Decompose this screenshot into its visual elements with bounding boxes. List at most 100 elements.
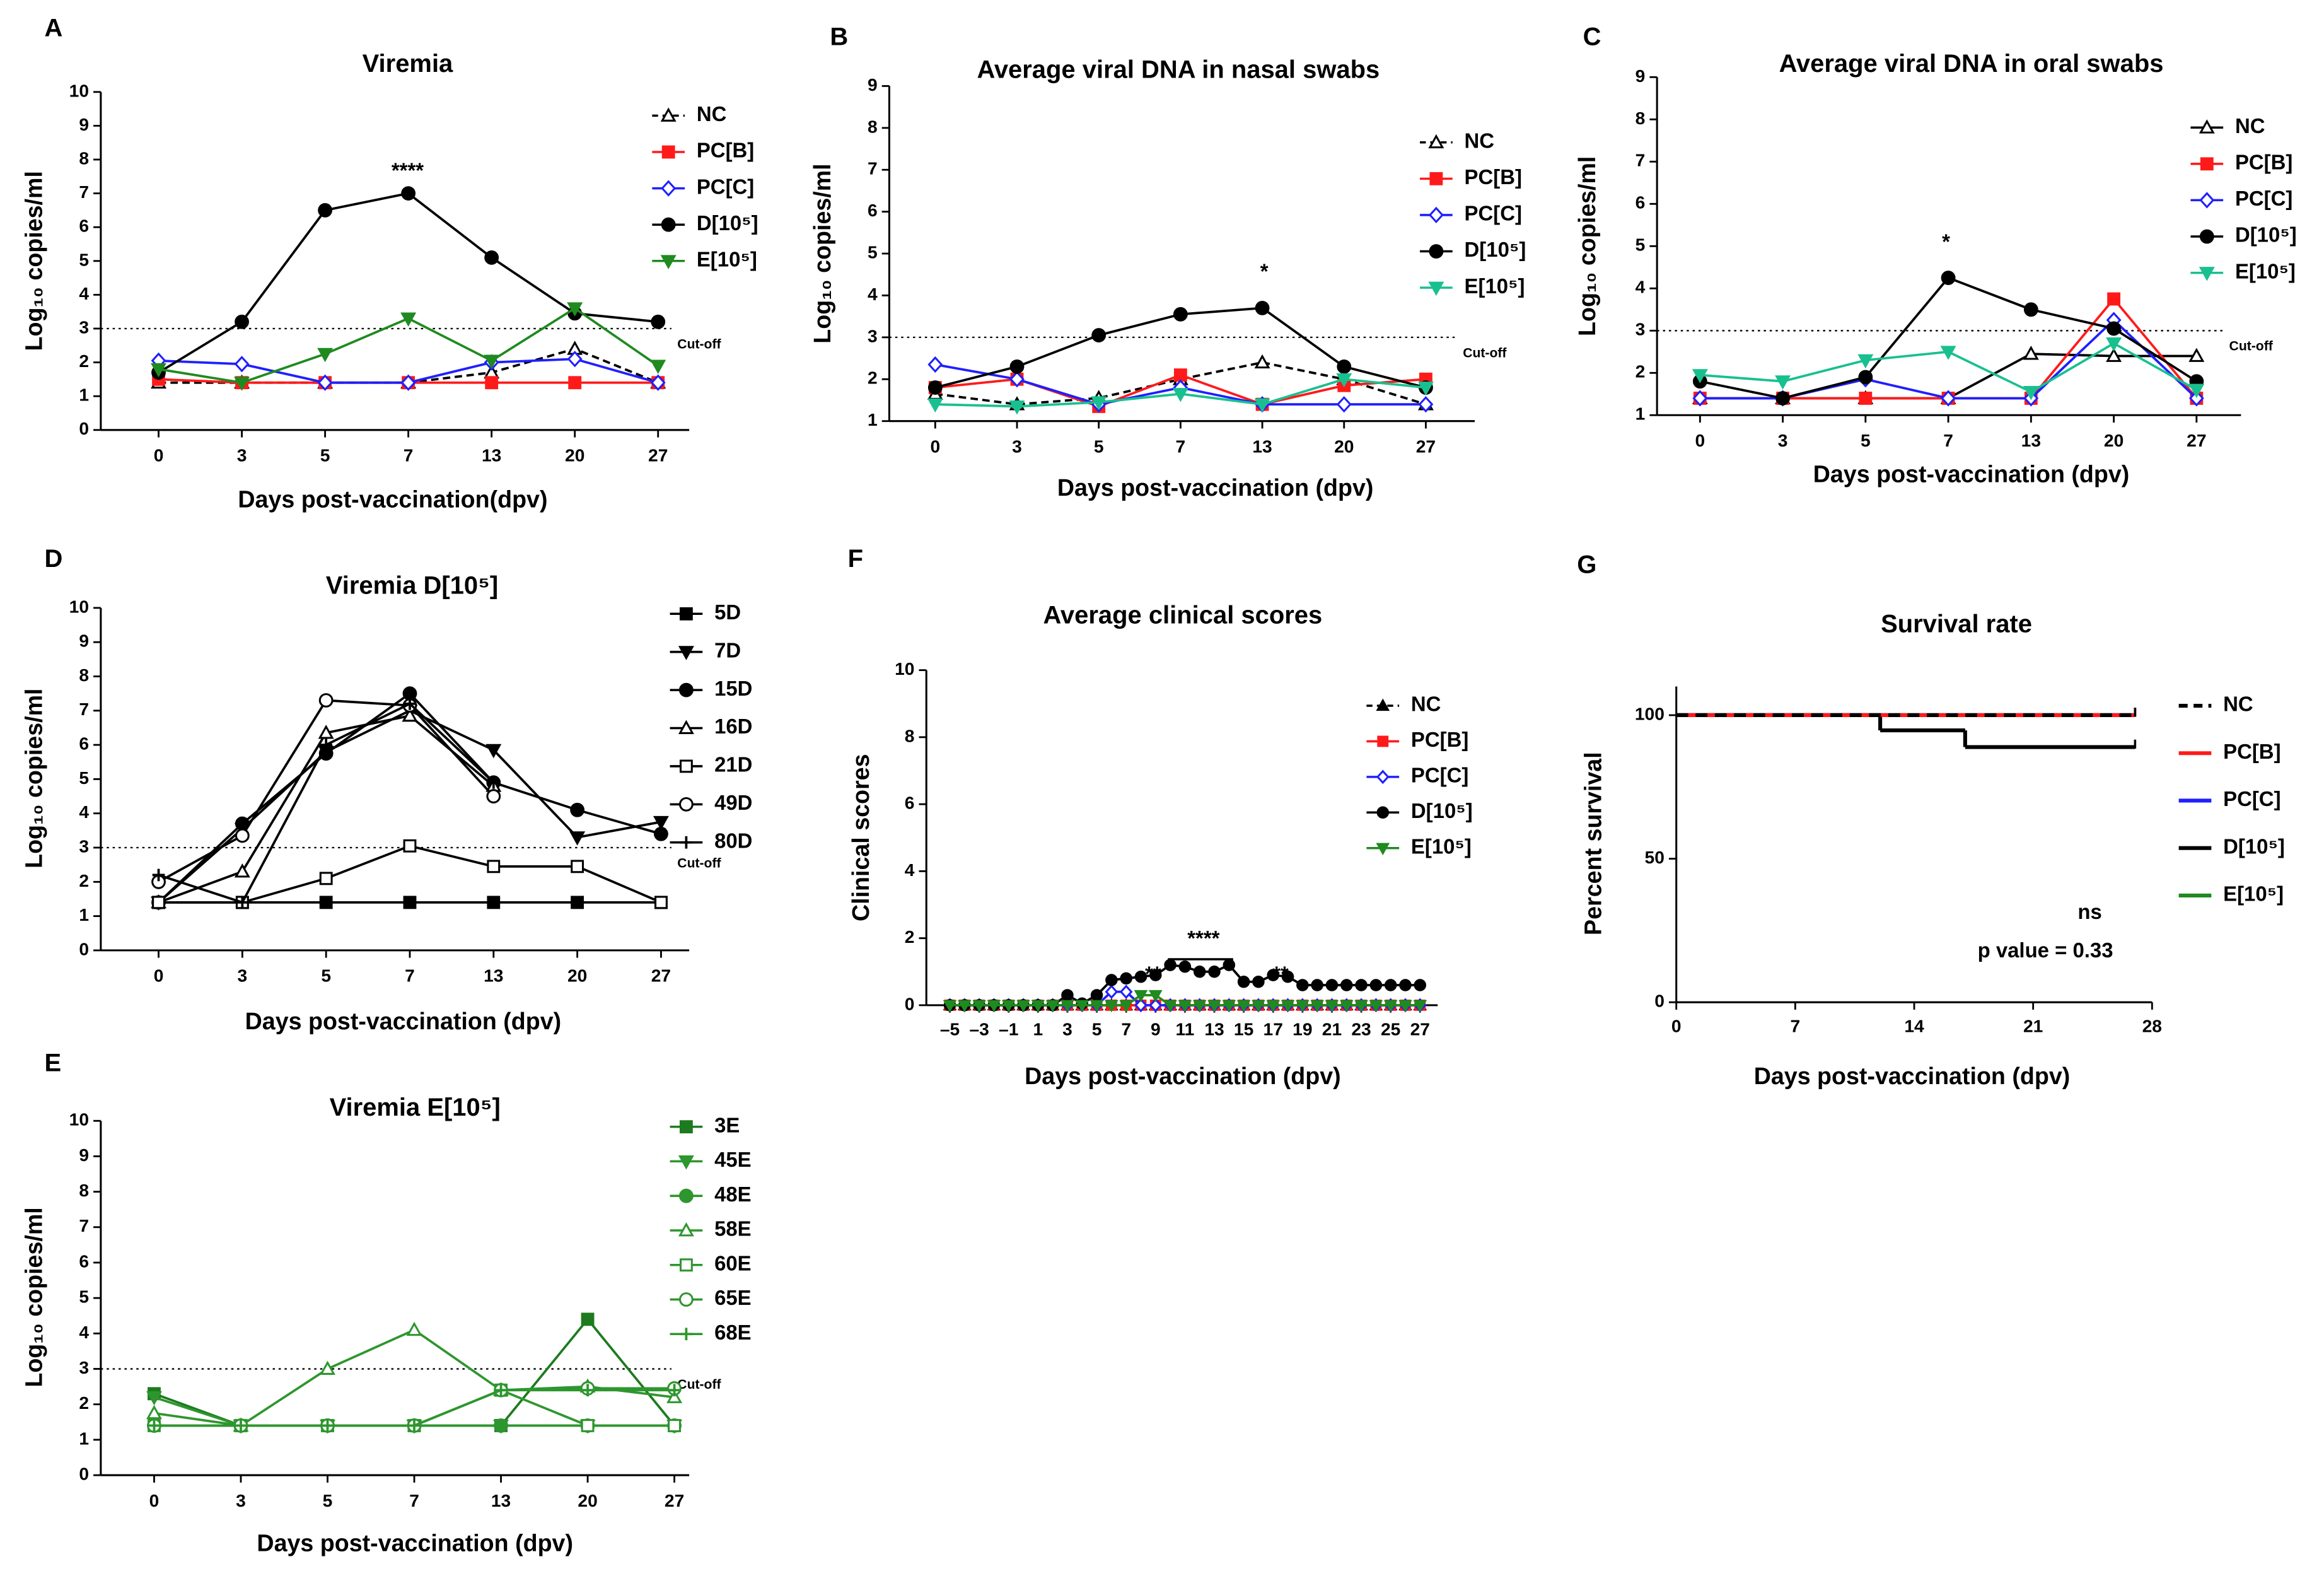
- chart-title: Viremia E[10⁵]: [330, 1094, 501, 1121]
- y-tick-label: 7: [1636, 150, 1646, 170]
- y-tick-label: 6: [79, 733, 89, 754]
- x-tick-label: 3: [1012, 436, 1022, 456]
- x-tick-label: 5: [323, 1490, 333, 1510]
- marker: [1418, 395, 1434, 413]
- legend-label: PC[C]: [1411, 764, 1468, 787]
- marker: [1134, 998, 1147, 1013]
- marker: [661, 180, 677, 197]
- marker: [1178, 1000, 1192, 1013]
- y-tick-label: 50: [1645, 847, 1665, 867]
- marker: [234, 377, 250, 391]
- x-tick-label: 19: [1293, 1019, 1312, 1039]
- chart-title: Viremia: [363, 50, 453, 78]
- x-tick-label: 0: [154, 445, 164, 465]
- panel-letter: G: [1577, 551, 1596, 579]
- x-tick-label: 0: [1671, 1016, 1682, 1036]
- marker: [1061, 989, 1074, 1002]
- y-tick-label: 1: [79, 904, 89, 925]
- y-tick-label: 5: [79, 1287, 89, 1307]
- marker: [679, 1292, 694, 1307]
- marker: [1376, 843, 1390, 856]
- marker: [581, 1384, 594, 1397]
- series-line: [154, 1328, 675, 1427]
- x-tick-label: 7: [1943, 430, 1953, 450]
- y-tick-label: 6: [79, 216, 89, 236]
- marker: [1296, 1000, 1310, 1013]
- marker: [1376, 698, 1390, 711]
- marker: [151, 363, 167, 378]
- cutoff-label: Cut-off: [677, 337, 721, 351]
- legend-label: D[10⁵]: [2235, 223, 2297, 247]
- y-tick-label: 9: [1636, 66, 1646, 86]
- legend-label: 45E: [714, 1148, 752, 1171]
- marker: [1089, 1000, 1104, 1013]
- x-tick-label: 27: [665, 1490, 684, 1510]
- annotation: p value = 0.33: [1978, 938, 2113, 962]
- marker: [1337, 359, 1352, 374]
- marker: [1398, 1000, 1412, 1013]
- marker: [318, 725, 334, 739]
- marker: [1429, 244, 1444, 259]
- marker: [1859, 392, 1873, 405]
- y-tick-label: 100: [1635, 703, 1665, 723]
- marker: [1340, 979, 1353, 991]
- y-tick-label: 1: [79, 385, 89, 405]
- marker: [680, 836, 693, 849]
- y-tick-label: 8: [79, 1180, 89, 1200]
- legend-label: 7D: [714, 638, 741, 662]
- marker: [1237, 975, 1250, 988]
- panel-letter: D: [45, 545, 63, 573]
- marker: [146, 1405, 162, 1420]
- legend-label: 68E: [714, 1321, 752, 1344]
- marker: [1149, 998, 1163, 1013]
- y-tick-label: 2: [1636, 361, 1646, 382]
- legend-label: 80D: [714, 829, 752, 852]
- marker: [1383, 1000, 1398, 1013]
- marker: [1369, 1000, 1383, 1013]
- marker: [1016, 1000, 1030, 1013]
- y-tick-label: 0: [79, 418, 89, 438]
- x-tick-label: 0: [154, 966, 164, 986]
- y-tick-label: 7: [79, 699, 89, 719]
- marker: [235, 314, 249, 329]
- marker: [679, 1120, 693, 1134]
- marker: [571, 860, 584, 873]
- marker: [2188, 347, 2205, 362]
- x-tick-label: 5: [321, 966, 331, 986]
- x-tick-label: 27: [2187, 430, 2206, 450]
- x-tick-label: 3: [236, 1490, 246, 1510]
- y-tick-label: 10: [895, 658, 914, 679]
- marker: [568, 376, 582, 390]
- marker: [320, 1360, 335, 1375]
- y-tick-label: 1: [79, 1428, 89, 1448]
- marker: [320, 739, 333, 751]
- marker: [571, 896, 584, 909]
- marker: [401, 186, 416, 201]
- x-tick-label: 7: [405, 966, 415, 986]
- y-tick-label: 8: [79, 665, 89, 685]
- marker: [1252, 975, 1265, 988]
- x-tick-label: 20: [1334, 436, 1354, 456]
- marker: [1252, 1000, 1265, 1013]
- y-tick-label: 5: [868, 242, 878, 262]
- marker: [1193, 966, 1206, 978]
- marker: [1281, 970, 1294, 983]
- marker: [236, 896, 249, 909]
- legend-label: E[10⁵]: [2223, 882, 2284, 906]
- marker: [679, 682, 694, 698]
- y-tick-label: 10: [69, 1109, 89, 1130]
- marker: [972, 1000, 986, 1013]
- panel-letter: C: [1583, 23, 1601, 51]
- legend-label: NC: [1465, 129, 1495, 152]
- y-tick-label: 0: [79, 938, 89, 959]
- marker: [1222, 1000, 1236, 1013]
- panel-letter: B: [830, 23, 848, 51]
- x-axis-label: Days post-vaccination (dpv): [257, 1529, 573, 1556]
- marker: [403, 839, 417, 853]
- y-tick-label: 0: [79, 1464, 89, 1484]
- legend-label: 15D: [714, 677, 752, 700]
- marker: [1119, 1000, 1134, 1013]
- marker: [2107, 292, 2120, 306]
- y-tick-label: 4: [79, 802, 89, 822]
